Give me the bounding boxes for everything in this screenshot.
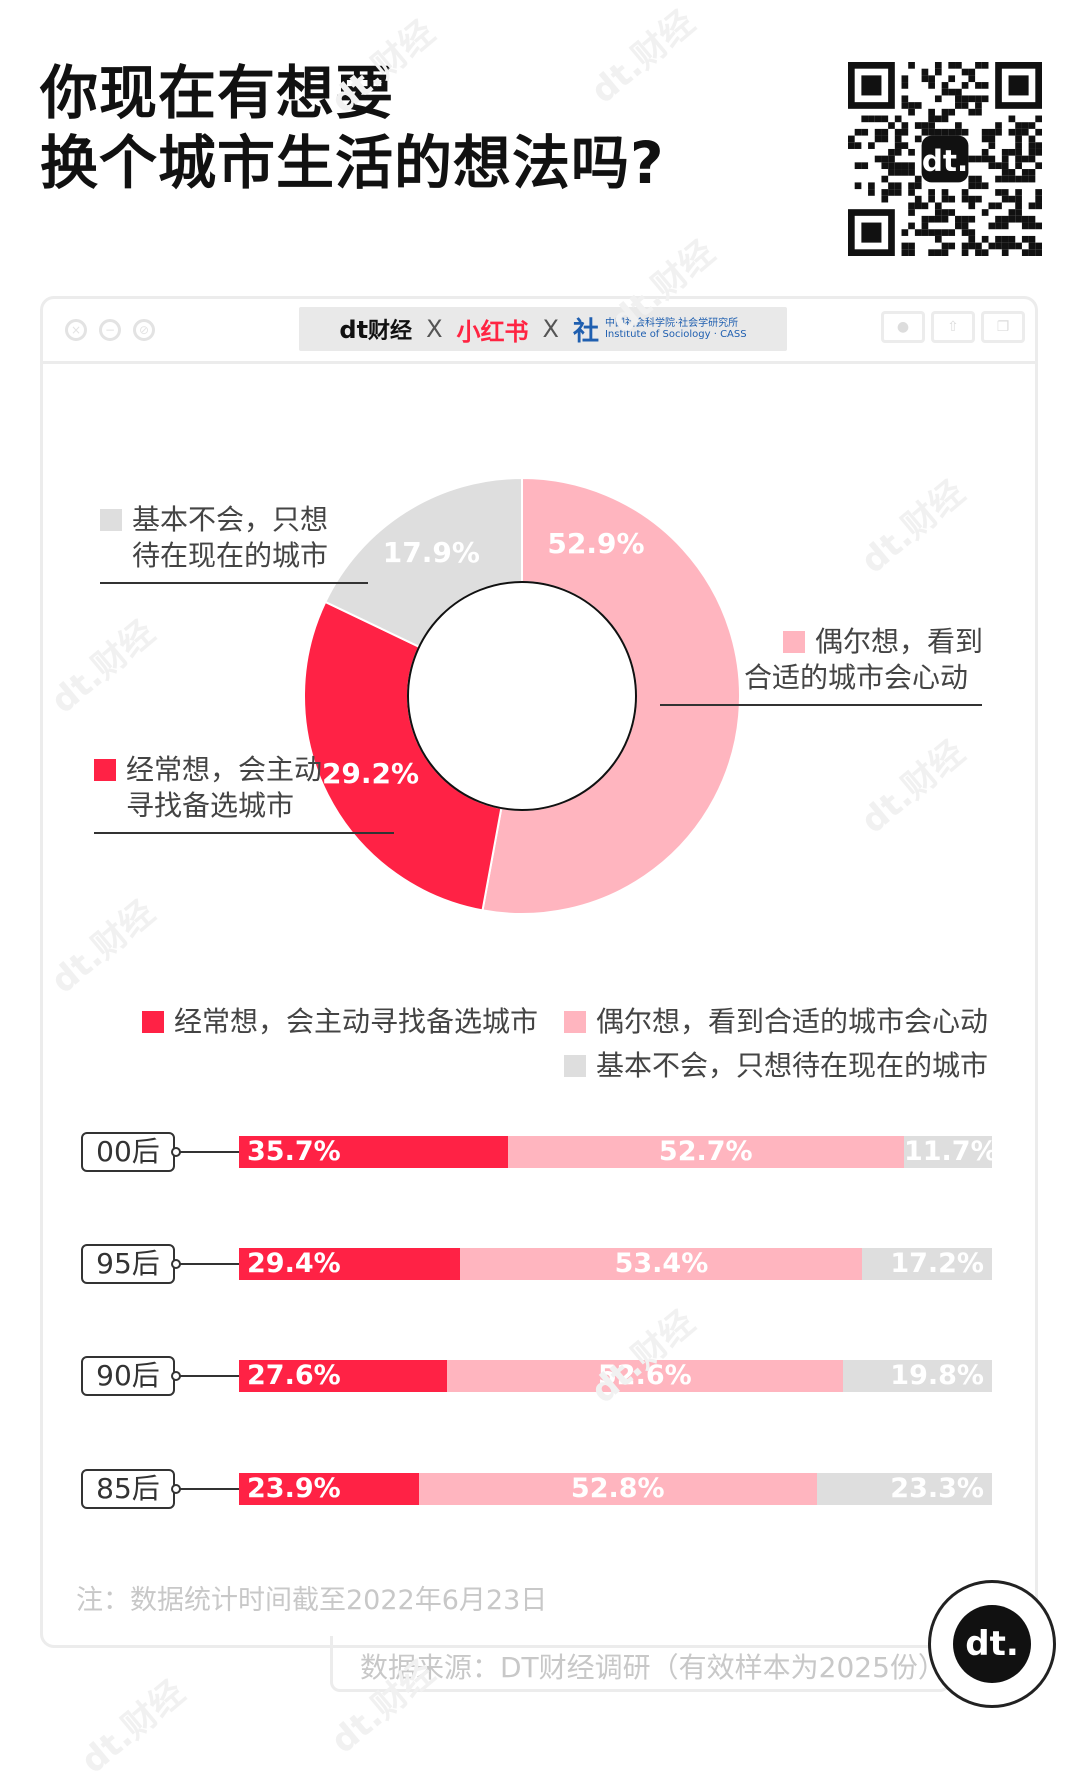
legend-swatch-no [100, 509, 122, 531]
legend-swatch-often [94, 759, 116, 781]
qr-code[interactable]: dt. [848, 62, 1042, 256]
dt-logo: dt财经 [339, 316, 413, 344]
minimize-icon[interactable]: − [99, 319, 121, 341]
bar-row: 29.4% 53.4% 17.2% [239, 1248, 992, 1280]
cass-emblem-icon: 社 [572, 316, 599, 347]
cass-name-en: Institute of Sociology · CASS [604, 329, 747, 340]
legend-swatch-often [142, 1011, 164, 1033]
legend-swatch-no [564, 1055, 586, 1077]
callout-line-sometimes [660, 704, 982, 706]
share-icon[interactable]: ⇧ [931, 311, 975, 343]
dt-badge[interactable]: dt. [928, 1580, 1056, 1708]
bar-connector [171, 1259, 239, 1269]
bar-category-label: 90后 [81, 1356, 175, 1396]
bar-row: 35.7% 52.7% 11.7% [239, 1136, 992, 1168]
partner-logos: dt财经 X 小红书 X 社 中国社会科学院·社会学研究所 Institute … [299, 307, 787, 351]
block-icon[interactable]: ⊘ [133, 319, 155, 341]
bar-row: 27.6% 52.6% 19.8% [239, 1360, 992, 1392]
cass-logo: 社 中国社会科学院·社会学研究所 Institute of Sociology … [573, 311, 747, 348]
legend-item-often: 经常想，会主动寻找备选城市 [142, 1000, 538, 1040]
legend-swatch-sometimes [564, 1011, 586, 1033]
callout-often: 经常想，会主动 寻找备选城市 [94, 752, 322, 824]
cass-name-cn: 中国社会科学院·社会学研究所 [604, 318, 739, 329]
callout-line-often [94, 832, 394, 834]
bar-segment: 11.7% [903, 1136, 992, 1168]
legend-swatch-sometimes [783, 631, 805, 653]
callout-line-no [100, 582, 368, 584]
watermark: dt.财经 [73, 1672, 193, 1782]
bar-category-label: 95后 [81, 1244, 175, 1284]
slice-value-label: 17.9% [383, 536, 480, 569]
svg-text:dt.: dt. [922, 144, 968, 178]
bar-segment: 52.8% [418, 1473, 817, 1505]
bar-connector [171, 1371, 239, 1381]
callout-no: 基本不会，只想 待在现在的城市 [100, 502, 328, 574]
bar-connector [171, 1147, 239, 1157]
bar-row: 23.9% 52.8% 23.3% [239, 1473, 992, 1505]
bar-segment: 52.7% [507, 1136, 904, 1168]
logo-separator: X [426, 315, 443, 343]
data-source: 数据来源：DT财经调研（有效样本为2025份） [360, 1651, 946, 1684]
title-line-1: 你现在有想要 [40, 59, 395, 127]
record-icon[interactable]: ● [881, 311, 925, 343]
page-title: 你现在有想要 换个城市生活的想法吗? [40, 58, 665, 198]
xiaohongshu-logo: 小红书 [456, 317, 529, 346]
slice-value-label: 52.9% [547, 527, 644, 560]
bar-segment: 29.4% [239, 1248, 461, 1280]
logo-separator: X [542, 315, 559, 343]
bar-segment: 23.3% [816, 1473, 992, 1505]
dt-badge-icon: dt. [953, 1605, 1031, 1683]
callout-sometimes: 偶尔想，看到 [783, 624, 983, 660]
callout-sometimes-line2: 合适的城市会心动 [744, 661, 969, 694]
footnote: 注：数据统计时间截至2022年6月23日 [76, 1585, 548, 1616]
close-icon[interactable]: × [65, 319, 87, 341]
bar-segment: 53.4% [460, 1248, 863, 1280]
bar-segment: 19.8% [842, 1360, 992, 1392]
bar-segment: 27.6% [239, 1360, 447, 1392]
bar-segment: 17.2% [862, 1248, 992, 1280]
bar-segment: 23.9% [239, 1473, 419, 1505]
bar-category-label: 85后 [81, 1469, 175, 1509]
bar-category-label: 00后 [81, 1132, 175, 1172]
legend-item-no: 基本不会，只想待在现在的城市 [564, 1044, 988, 1084]
donut-hole [407, 581, 637, 811]
bar-segment: 52.6% [446, 1360, 843, 1392]
title-line-2: 换个城市生活的想法吗? [40, 129, 665, 197]
bar-connector [171, 1484, 239, 1494]
slice-value-label: 29.2% [322, 757, 419, 790]
donut-chart: 52.9% 29.2% 17.9% [303, 476, 741, 915]
window-icon[interactable]: ❐ [981, 311, 1025, 343]
card-toolbar: × − ⊘ dt财经 X 小红书 X 社 中国社会科学院·社会学研究所 Inst… [43, 299, 1035, 364]
bar-segment: 35.7% [239, 1136, 508, 1168]
legend-item-sometimes: 偶尔想，看到合适的城市会心动 [564, 1000, 988, 1040]
